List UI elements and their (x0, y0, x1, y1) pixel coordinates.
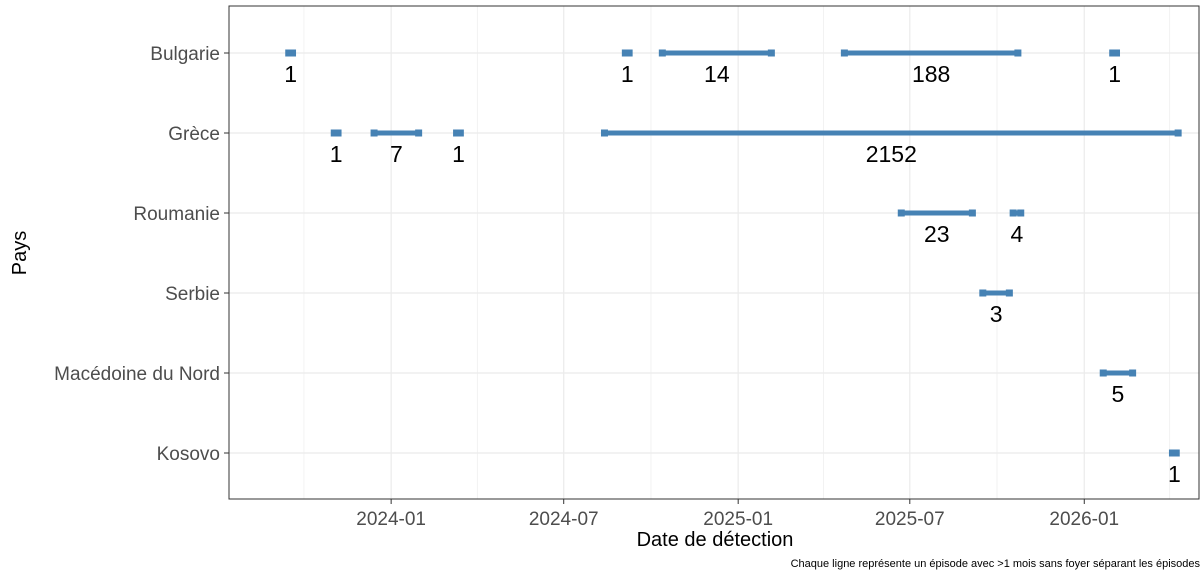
major-gridlines (229, 6, 1199, 499)
episode-count-label: 1 (330, 141, 343, 167)
episode-start-point (1099, 369, 1107, 377)
chart-caption: Chaque ligne représente un épisode avec … (791, 558, 1201, 570)
episode-start-point (453, 129, 461, 137)
episode-count-label: 4 (1011, 221, 1024, 247)
x-tick-label: 2025-01 (703, 509, 773, 530)
y-axis-title: Pays (9, 231, 31, 275)
episode-count-label: 1 (452, 141, 465, 167)
y-tick-label: Grèce (168, 124, 220, 145)
episode-end-point (1174, 129, 1182, 137)
episode-end-point (1113, 49, 1121, 57)
episode-end-point (1017, 209, 1025, 217)
x-tick-label: 2025-07 (875, 509, 945, 530)
episode-count-label: 1 (1168, 461, 1181, 487)
episode-end-point (1129, 369, 1137, 377)
y-tick-label: Macédoine du Nord (54, 364, 220, 385)
episode-end-point (625, 49, 633, 57)
plot-area: 1 1 14 188 1 1 7 1 2152 23 4 3 5 1 (228, 5, 1200, 500)
episode-start-point (658, 49, 666, 57)
episode-end-point (1172, 449, 1180, 457)
x-axis: 2024-01 2024-07 2025-01 2025-07 2026-01 (356, 499, 1119, 530)
episode-start-point (370, 129, 378, 137)
y-tick-label: Kosovo (157, 444, 220, 465)
episode-end-point (968, 209, 976, 217)
y-tick-label: Serbie (165, 284, 220, 305)
plot-border (228, 5, 1200, 500)
episode-count-label: 188 (912, 61, 950, 87)
episode-start-point (330, 129, 338, 137)
y-axis: Bulgarie Grèce Roumanie Serbie Macédoine du … (54, 44, 229, 465)
minor-gridlines (303, 6, 1171, 499)
episode-count-label: 3 (990, 301, 1003, 327)
episode-count-label: 7 (390, 141, 403, 167)
x-tick-label: 2024-07 (529, 509, 599, 530)
episode-start-point (285, 49, 293, 57)
episode-count-label: 1 (1108, 61, 1121, 87)
episode-end-point (1005, 289, 1013, 297)
x-axis-title: Date de détection (637, 529, 794, 551)
y-tick-label: Roumanie (133, 204, 220, 225)
episode-start-point (1168, 449, 1176, 457)
episode-count-label: 1 (621, 61, 634, 87)
episode-end-point (334, 129, 342, 137)
y-tick-label: Bulgarie (150, 44, 220, 65)
episode-start-point (979, 289, 987, 297)
episode-count-label: 14 (704, 61, 730, 87)
episode-end-point (456, 129, 464, 137)
episode-start-point (621, 49, 629, 57)
x-tick-label: 2026-01 (1049, 509, 1119, 530)
episode-start-point (897, 209, 905, 217)
episode-end-point (289, 49, 297, 57)
episode-count-label: 5 (1112, 381, 1125, 407)
episode-end-point (1014, 49, 1022, 57)
episode-end-point (767, 49, 775, 57)
episode-segments: 1 1 14 188 1 1 7 1 2152 23 4 3 5 1 (284, 49, 1182, 487)
episode-start-point (840, 49, 848, 57)
episode-count-label: 1 (284, 61, 297, 87)
episode-start-point (1009, 209, 1017, 217)
episode-end-point (415, 129, 423, 137)
episode-count-label: 23 (924, 221, 950, 247)
episode-start-point (600, 129, 608, 137)
episode-count-label: 2152 (866, 141, 917, 167)
episode-start-point (1109, 49, 1117, 57)
x-tick-label: 2024-01 (356, 509, 426, 530)
